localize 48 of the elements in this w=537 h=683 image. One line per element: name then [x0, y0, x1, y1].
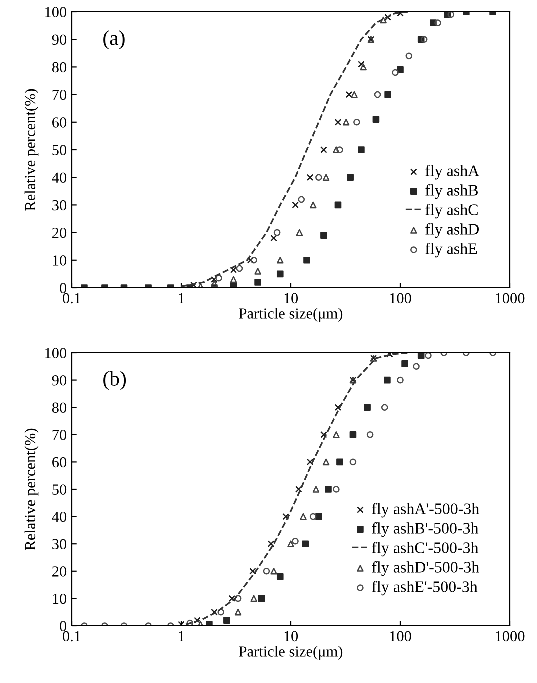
x-tick-label: 0.1 — [63, 631, 81, 642]
x-tick-label: 100 — [390, 293, 412, 304]
y-tick-label: 100 — [46, 348, 67, 358]
x-tick-label: 1 — [179, 631, 184, 642]
y-tick-label: 10 — [53, 256, 67, 266]
y-tick-label: 40 — [52, 512, 67, 522]
x-tick-label: 0.1 — [63, 293, 81, 304]
x-axis-title: Particle size(μm) — [239, 646, 343, 660]
x-tick-label: 10 — [284, 631, 298, 642]
legend-label: fly ashC'-500-3h — [372, 542, 479, 557]
y-tick-label: 90 — [52, 375, 67, 386]
y-axis-title: Relative percent(%) — [24, 428, 39, 550]
y-tick-label: 0 — [60, 283, 67, 294]
y-tick-label: 20 — [52, 566, 67, 577]
y-tick-label: 100 — [46, 7, 67, 18]
x-axis-title: Particle size(μm) — [239, 308, 343, 322]
y-tick-label: 50 — [52, 145, 67, 156]
annotation: (a) — [104, 30, 125, 50]
x-tick-label: 10 — [284, 293, 298, 304]
annotation: (b) — [104, 371, 126, 390]
y-tick-label: 30 — [52, 200, 67, 211]
legend-label: fly ashB — [426, 184, 478, 200]
legend-label: fly ashC — [426, 204, 478, 219]
y-tick-label: 70 — [52, 430, 67, 440]
y-axis-title: Relative percent(%) — [24, 89, 39, 211]
legend-label: fly ashD'-500-3h — [372, 561, 480, 576]
legend-label: fly ashE'-500-3h — [372, 580, 478, 596]
y-tick-label: 20 — [52, 228, 67, 238]
y-tick-label: 60 — [52, 457, 67, 468]
legend-label: fly ashB'-500-3h — [372, 522, 479, 538]
x-tick-label: 1000 — [496, 631, 525, 642]
legend-label: fly ashE — [426, 242, 478, 258]
legend-label: fly ashA — [426, 165, 480, 180]
y-tick-label: 70 — [52, 90, 67, 100]
y-tick-label: 80 — [52, 62, 67, 73]
y-tick-label: 80 — [52, 402, 67, 414]
y-tick-label: 90 — [52, 34, 67, 46]
y-tick-label: 10 — [53, 594, 67, 604]
x-tick-label: 1000 — [496, 293, 525, 304]
legend-label: fly ashA'-500-3h — [372, 503, 480, 518]
y-tick-label: 60 — [52, 118, 67, 128]
y-tick-label: 0 — [60, 621, 67, 632]
legend-label: fly ashD — [426, 223, 480, 238]
y-tick-label: 40 — [52, 172, 67, 184]
y-tick-label: 50 — [52, 484, 67, 495]
y-tick-label: 30 — [52, 539, 67, 550]
x-tick-label: 100 — [390, 631, 412, 642]
x-tick-label: 1 — [179, 293, 184, 304]
